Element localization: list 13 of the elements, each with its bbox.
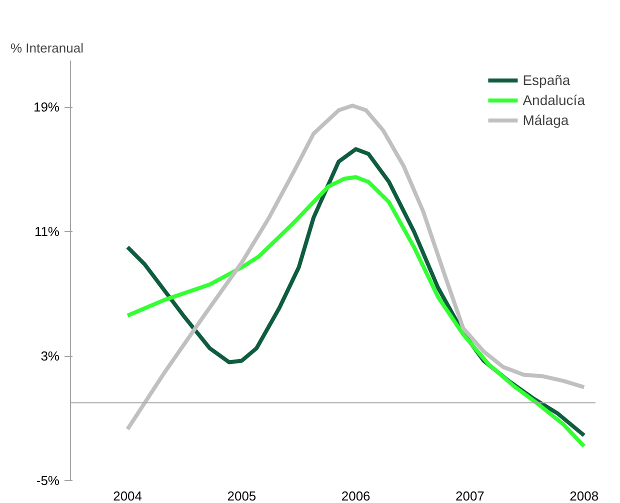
y-tick-label: 19% <box>33 100 60 115</box>
legend-label: España <box>522 72 570 88</box>
x-tick-label: 2008 <box>570 488 599 503</box>
legend-label: Andalucía <box>522 92 585 108</box>
y-tick-label: 11% <box>34 224 60 240</box>
x-tick-label: 2005 <box>227 488 256 503</box>
y-tick-label: 3% <box>40 348 60 364</box>
x-tick-label: 2007 <box>455 488 484 503</box>
y-axis-title: % Interanual <box>10 40 84 56</box>
y-tick-label: -5% <box>36 473 60 488</box>
x-tick-label: 2006 <box>341 488 370 503</box>
x-tick-label: 2004 <box>113 488 142 503</box>
legend-label: Málaga <box>522 112 569 128</box>
